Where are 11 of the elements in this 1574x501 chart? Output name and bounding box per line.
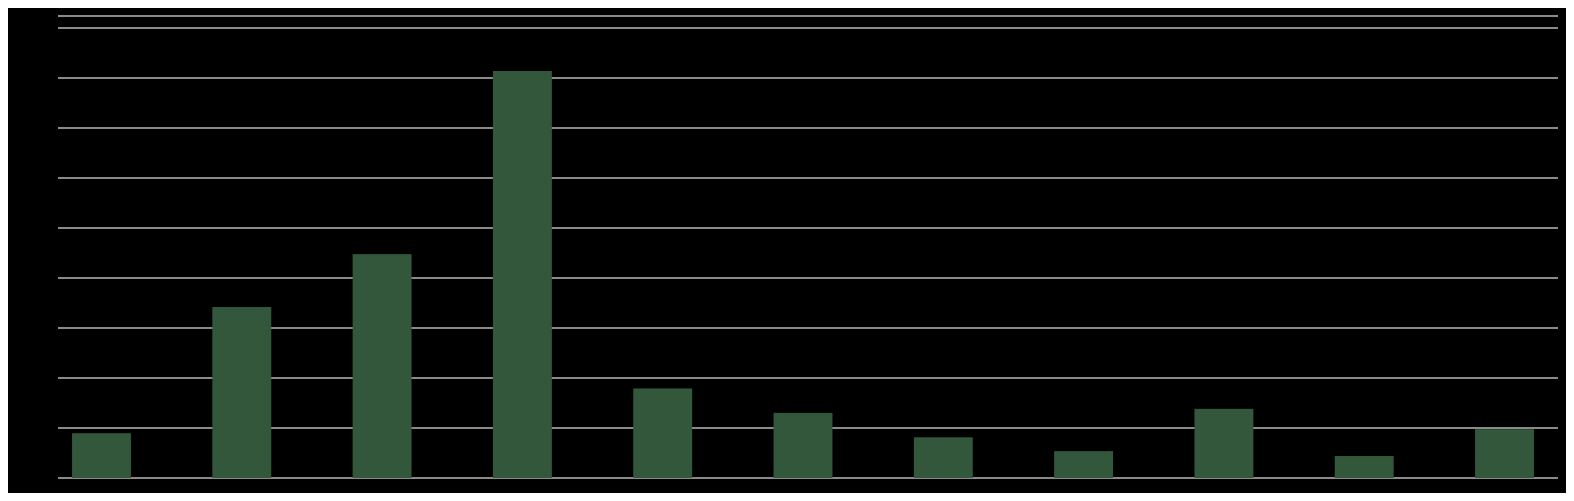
bar: [913, 437, 973, 478]
bar: [492, 71, 552, 478]
bar: [352, 254, 412, 478]
bar: [72, 433, 131, 478]
bar: [1054, 451, 1114, 478]
bar: [212, 307, 272, 478]
bar: [1334, 456, 1394, 478]
bar: [633, 388, 693, 478]
bar: [1475, 429, 1534, 478]
bar: [773, 412, 833, 478]
bar: [1194, 408, 1254, 478]
